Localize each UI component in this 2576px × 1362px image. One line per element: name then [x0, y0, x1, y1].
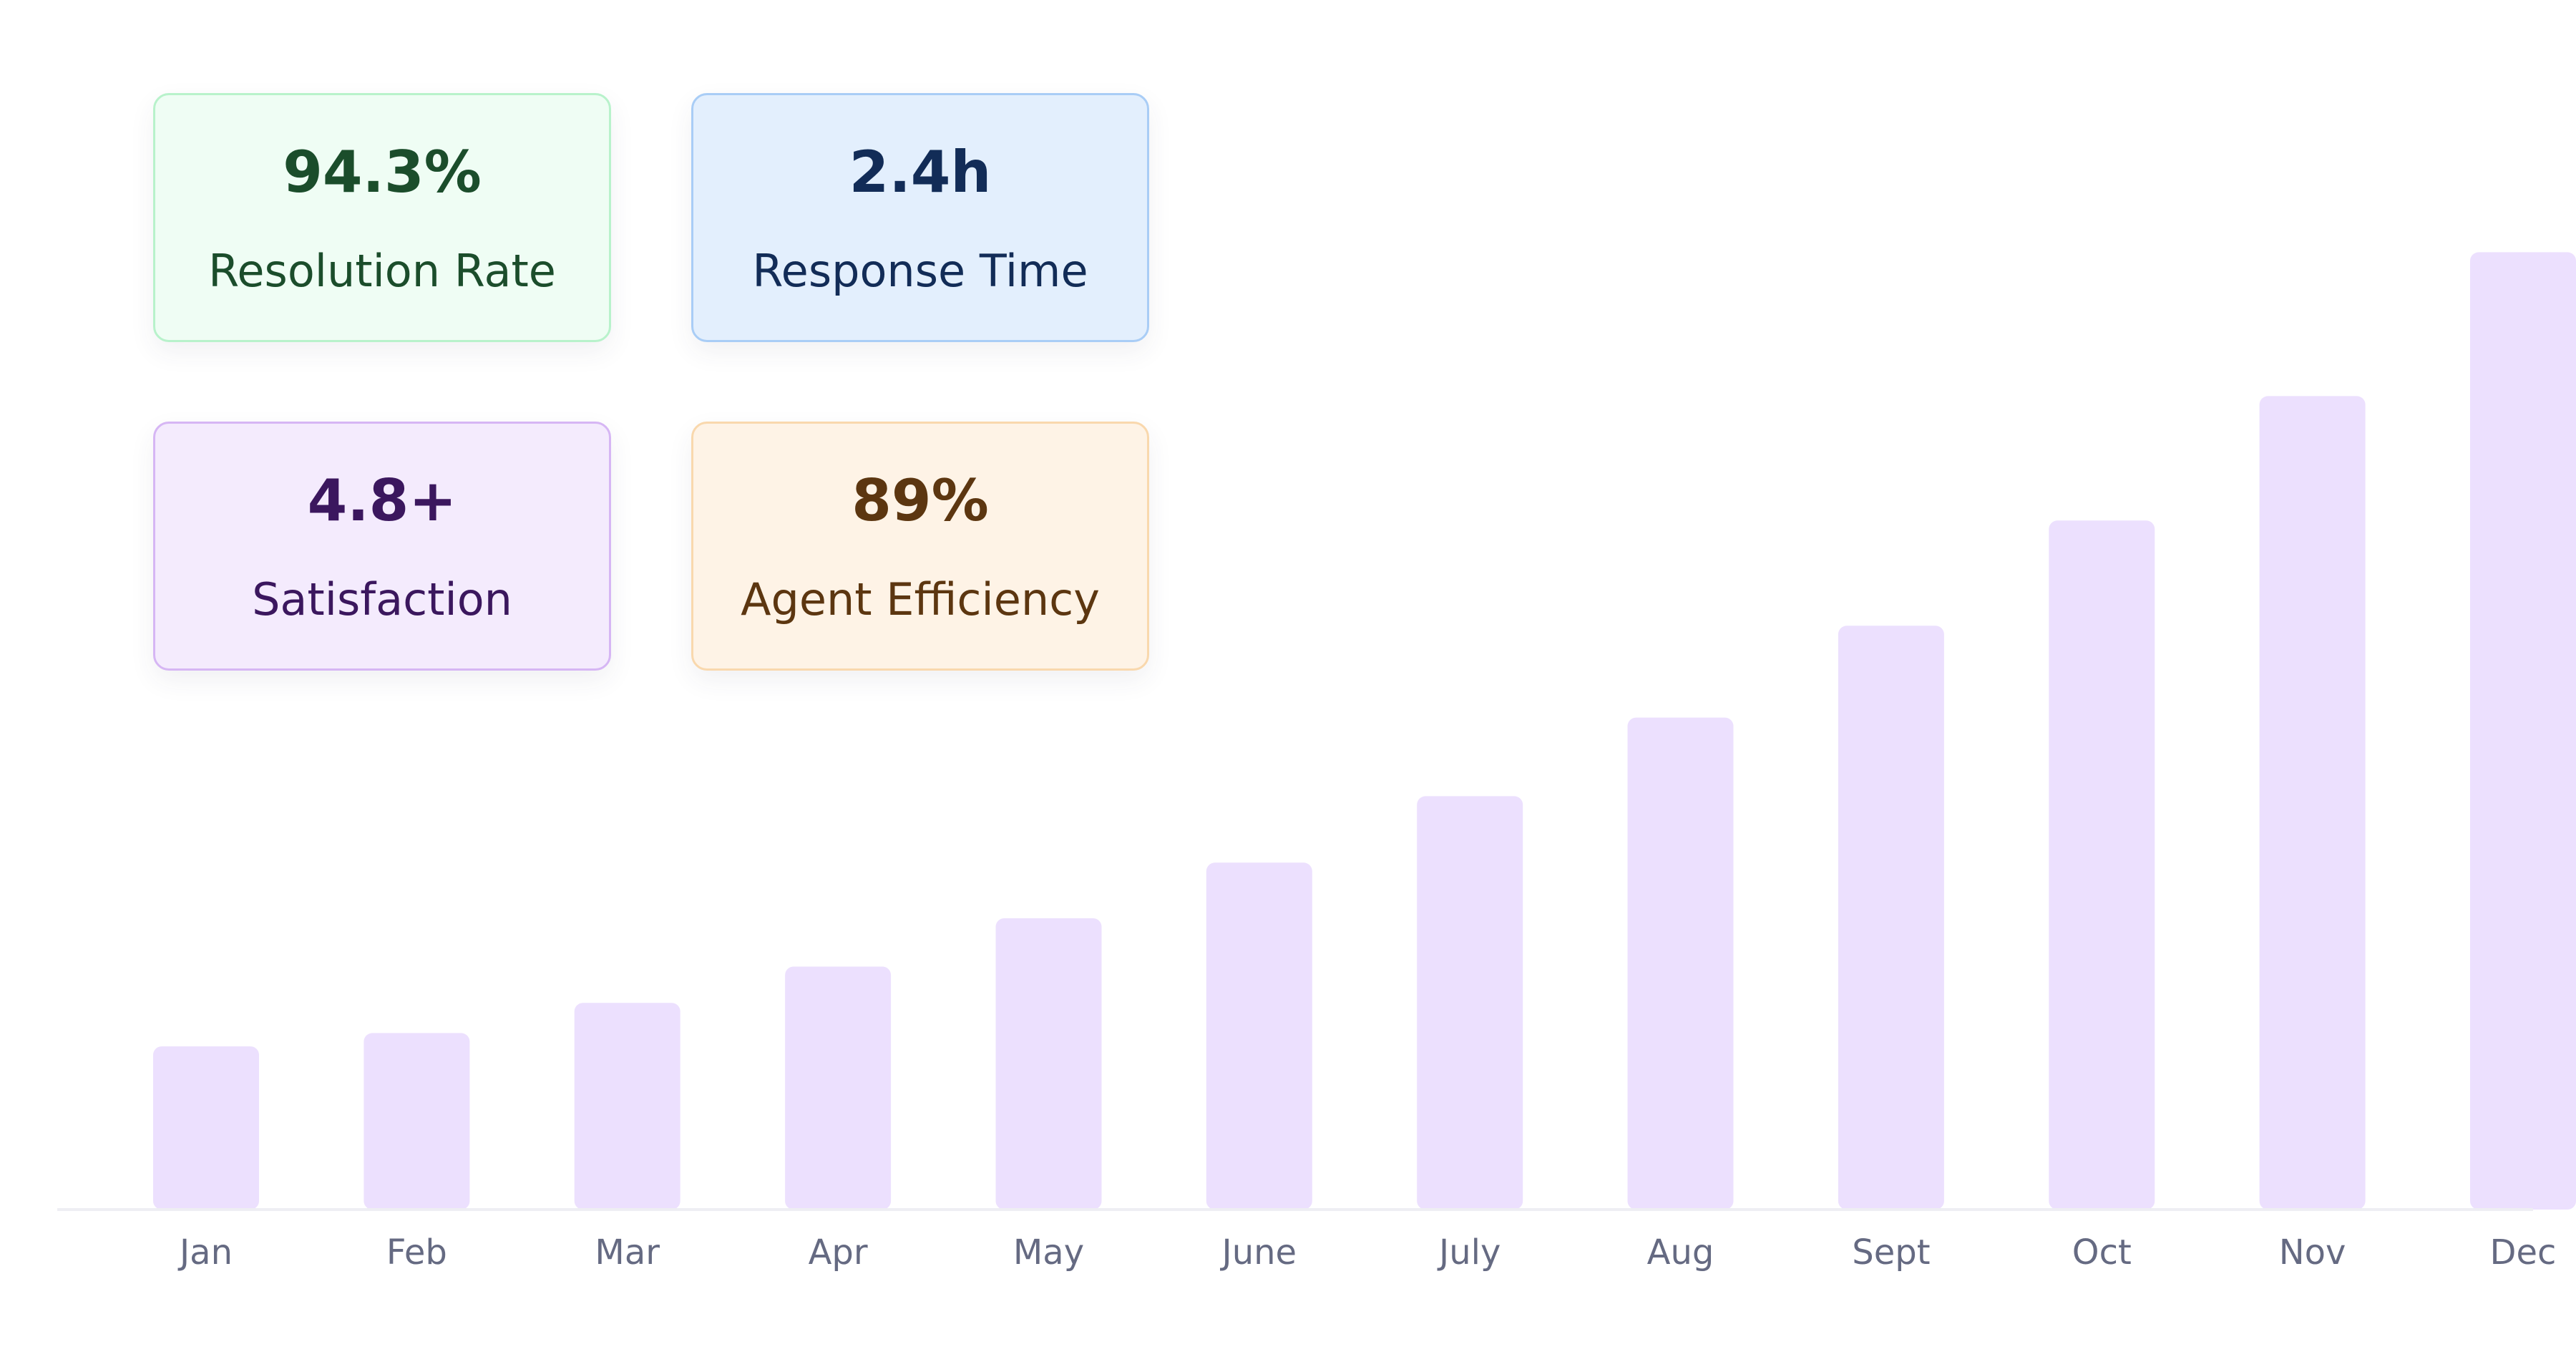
kpi-label: Resolution Rate: [208, 245, 556, 297]
x-tick-label-june: June: [1220, 1232, 1297, 1273]
kpi-card-satisfaction: 4.8+ Satisfaction: [153, 422, 611, 671]
kpi-card-agent-efficiency: 89% Agent Efficiency: [691, 422, 1149, 671]
x-tick-label-mar: Mar: [595, 1232, 660, 1273]
x-tick-label-nov: Nov: [2279, 1232, 2346, 1273]
x-tick-label-dec: Dec: [2490, 1232, 2557, 1273]
kpi-label: Satisfaction: [252, 573, 512, 626]
bar-july: [1417, 796, 1523, 1210]
x-tick-label-oct: Oct: [2072, 1232, 2132, 1273]
x-tick-label-sept: Sept: [1852, 1232, 1930, 1273]
kpi-card-response-time: 2.4h Response Time: [691, 93, 1149, 342]
kpi-label: Response Time: [752, 245, 1088, 297]
x-axis-tick-labels: Jan Feb Mar Apr May June July Aug Sept Oct Nov Dec: [177, 1232, 2556, 1273]
bar-series: [153, 252, 2576, 1210]
kpi-value: 4.8+: [307, 467, 457, 534]
bar-may: [995, 918, 1102, 1210]
bar-dec: [2470, 252, 2576, 1210]
x-tick-label-july: July: [1437, 1232, 1501, 1273]
bar-feb: [364, 1033, 470, 1210]
kpi-value: 94.3%: [283, 139, 482, 205]
x-tick-label-aug: Aug: [1647, 1232, 1714, 1273]
bar-aug: [1627, 717, 1734, 1210]
x-tick-label-jan: Jan: [177, 1232, 233, 1273]
bar-apr: [785, 966, 892, 1210]
x-tick-label-may: May: [1013, 1232, 1084, 1273]
bar-oct: [2049, 520, 2155, 1210]
bar-june: [1206, 862, 1312, 1210]
x-tick-label-feb: Feb: [386, 1232, 447, 1273]
bar-nov: [2259, 396, 2366, 1210]
x-tick-label-apr: Apr: [809, 1232, 868, 1273]
bar-sept: [1838, 626, 1944, 1210]
kpi-label: Agent Efficiency: [741, 573, 1100, 626]
bar-jan: [153, 1046, 259, 1210]
kpi-value: 2.4h: [849, 139, 992, 205]
kpi-value: 89%: [852, 467, 989, 534]
bar-mar: [574, 1003, 680, 1210]
kpi-card-resolution-rate: 94.3% Resolution Rate: [153, 93, 611, 342]
